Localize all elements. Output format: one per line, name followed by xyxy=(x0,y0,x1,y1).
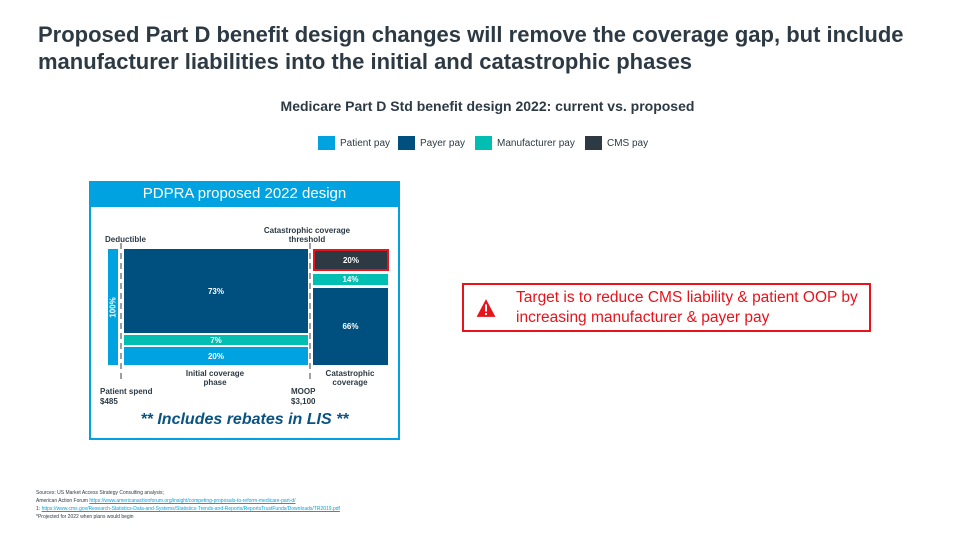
catastrophic-label: Catastrophic coverage xyxy=(325,369,375,387)
warning-icon xyxy=(476,298,496,317)
legend-label: Patient pay xyxy=(340,137,391,149)
deductible-divider xyxy=(120,243,122,379)
deductible-label: Deductible xyxy=(105,235,146,244)
initial-phase-label: Initial coverage phase xyxy=(185,369,245,387)
bar-catastrophic-cms: 20% xyxy=(313,249,389,271)
source-line: Sources: US Market Access Strategy Consu… xyxy=(36,490,164,496)
legend-label: Payer pay xyxy=(420,137,466,149)
legend-label: Manufacturer pay xyxy=(497,137,575,149)
patient-spend-label: Patient spend xyxy=(100,387,153,396)
moop-label: MOOP xyxy=(291,387,316,396)
bar-deductible-patient: 100% xyxy=(108,249,118,365)
source-prefix: American Action Forum xyxy=(36,498,90,504)
threshold-label: Catastrophic coverage threshold xyxy=(263,226,351,244)
legend-swatch xyxy=(398,136,415,150)
legend-swatch xyxy=(585,136,602,150)
source-line: *Projected for 2022 when plans would beg… xyxy=(36,514,134,520)
source-line: 1: https://www.cms.gov/Research-Statisti… xyxy=(36,506,340,512)
data-label: 100% xyxy=(108,296,118,318)
lis-note: ** Includes rebates in LIS ** xyxy=(140,411,349,428)
threshold-divider xyxy=(309,243,311,379)
legend-label: CMS pay xyxy=(607,137,649,149)
callout-text: Target is to reduce CMS liability & pati… xyxy=(516,288,858,326)
target-callout: Target is to reduce CMS liability & pati… xyxy=(462,283,871,332)
bar-initial-manufacturer: 7% xyxy=(124,335,308,345)
panel-title: PDPRA proposed 2022 design xyxy=(89,181,400,207)
legend-swatch xyxy=(475,136,492,150)
legend-manufacturer-pay: Manufacturer pay xyxy=(475,136,575,150)
bar-catastrophic-payer: 66% xyxy=(313,288,388,365)
bar-initial-payer: 73% xyxy=(124,249,308,333)
slide-title: Proposed Part D benefit design changes w… xyxy=(38,22,904,74)
moop-value: $3,100 xyxy=(291,397,316,406)
source-line: American Action Forum https://www.americ… xyxy=(36,498,296,504)
source-link[interactable]: https://www.americanactionforum.org/insi… xyxy=(89,498,296,504)
legend-cms-pay: CMS pay xyxy=(585,136,648,150)
source-prefix: 1: xyxy=(36,506,42,512)
legend-payer-pay: Payer pay xyxy=(398,136,465,150)
patient-spend-value: $485 xyxy=(100,397,118,406)
bar-initial-patient: 20% xyxy=(124,347,308,365)
source-link[interactable]: https://www.cms.gov/Research-Statistics-… xyxy=(41,506,340,512)
chart-title: Medicare Part D Std benefit design 2022:… xyxy=(280,98,695,114)
bar-catastrophic-manufacturer: 14% xyxy=(313,274,388,285)
legend-swatch xyxy=(318,136,335,150)
legend-patient-pay: Patient pay xyxy=(318,136,390,150)
